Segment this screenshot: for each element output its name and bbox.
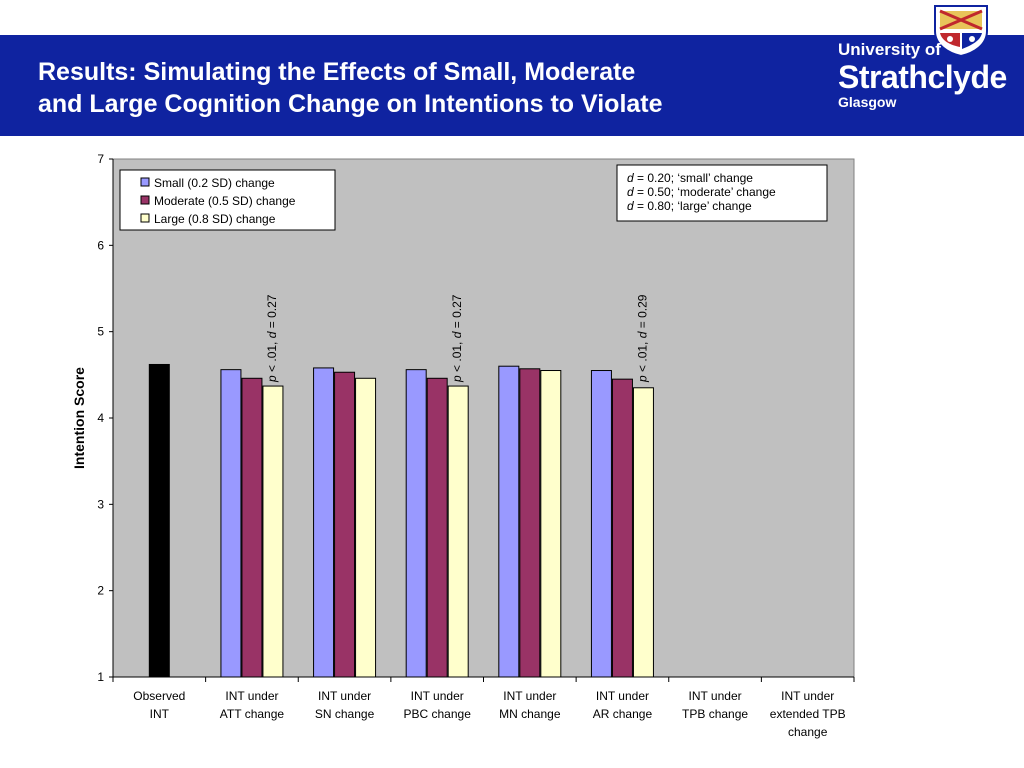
x-tick-label: INT under PBC change	[403, 689, 471, 721]
slide-title-line-2: and Large Cognition Change on Intentions…	[38, 90, 663, 118]
bar-series-2	[426, 377, 448, 678]
x-tick-label-line: extended TPB	[770, 707, 846, 721]
bar-series-1	[405, 369, 427, 678]
x-tick-label-line: INT under	[688, 689, 741, 703]
legend-label: Moderate (0.5 SD) change	[154, 194, 296, 208]
bar-series-1	[313, 367, 335, 678]
y-tick-label: 4	[97, 411, 104, 425]
university-logo: University of Strathclyde Glasgow	[838, 40, 1007, 110]
info-d: d	[627, 185, 634, 199]
info-box-line: d = 0.80; ‘large’ change	[627, 199, 752, 213]
info-d: d	[627, 171, 634, 185]
university-crest-icon	[934, 5, 988, 57]
x-tick-label-line: INT under	[781, 689, 834, 703]
slide-header: Results: Simulating the Effects of Small…	[0, 0, 1024, 140]
bar-series-3	[355, 377, 377, 678]
x-tick-label-line: change	[788, 725, 828, 739]
bar-series-3	[262, 385, 284, 678]
x-tick-label: INT under ATT change	[220, 689, 285, 721]
bar-observed-int	[148, 363, 170, 678]
annotation-p: p	[635, 375, 649, 383]
info-rest: = 0.50; ‘moderate’ change	[634, 185, 776, 199]
x-tick-label-line: PBC change	[403, 707, 471, 721]
significance-annotations: p < .01, d = 0.27p < .01, d = 0.27p < .0…	[265, 294, 650, 383]
y-tick-label: 1	[97, 670, 104, 684]
legend-box	[119, 169, 336, 231]
annotation-mid: < .01,	[450, 338, 464, 375]
annotation-mid: < .01,	[265, 338, 279, 375]
annotation-d: d	[265, 331, 279, 338]
annotation-value: = 0.29	[635, 294, 649, 331]
y-axis-title: Intention Score	[71, 367, 87, 469]
banner-rule	[0, 132, 1024, 136]
annotation-value: = 0.27	[265, 294, 279, 331]
bar-series-1	[590, 370, 612, 678]
x-tick-label-line: INT under	[596, 689, 649, 703]
bar-series-1	[498, 365, 520, 678]
x-tick-label-line: ATT change	[220, 707, 285, 721]
x-tick-label-line: Observed	[133, 689, 185, 703]
logo-line-glasgow: Glasgow	[838, 94, 897, 110]
x-tick-label-line: INT under	[411, 689, 464, 703]
bar-series-3	[540, 370, 562, 678]
annotation-d: d	[450, 331, 464, 338]
x-tick-label-line: TPB change	[682, 707, 748, 721]
bar-series-3	[447, 385, 469, 678]
bar-series-2	[519, 368, 541, 678]
info-rest: = 0.80; ‘large’ change	[634, 199, 752, 213]
annotation-d: d	[635, 331, 649, 338]
significance-label: p < .01, d = 0.27	[265, 294, 279, 383]
x-tick-label-line: AR change	[593, 707, 653, 721]
x-tick-label: Observed INT	[133, 689, 185, 721]
bar-series-2	[241, 377, 263, 678]
x-tick-label-line: MN change	[499, 707, 561, 721]
significance-label: p < .01, d = 0.29	[635, 294, 649, 383]
y-tick-label: 6	[97, 238, 104, 252]
x-tick-label-line: INT under	[503, 689, 556, 703]
logo-line-strathclyde: Strathclyde	[838, 59, 1007, 95]
x-tick-label: INT under SN change	[315, 689, 375, 721]
annotation-mid: < .01,	[635, 338, 649, 375]
bar-series-3	[632, 387, 654, 678]
info-d: d	[627, 199, 634, 213]
x-tick-label-line: INT under	[225, 689, 278, 703]
annotation-value: = 0.27	[450, 294, 464, 331]
significance-label: p < .01, d = 0.27	[450, 294, 464, 383]
bar-series-2	[334, 371, 356, 678]
slide-title-line-1: Results: Simulating the Effects of Small…	[38, 58, 636, 86]
x-tick-label: INT under TPB change	[682, 689, 748, 721]
logo-line-university-of: University of	[838, 40, 941, 59]
info-box-line: d = 0.20; ‘small’ change	[627, 171, 753, 185]
legend-label: Large (0.8 SD) change	[154, 212, 276, 226]
x-tick-label: INT under AR change	[593, 689, 653, 721]
legend-label: Small (0.2 SD) change	[154, 176, 275, 190]
bar-series-2	[611, 378, 633, 678]
x-tick-label-line: INT	[150, 707, 170, 721]
title-banner	[0, 35, 1024, 132]
x-tick-label: INT under extended TPB change	[770, 689, 846, 739]
bar-series-1	[220, 369, 242, 678]
y-tick-label: 5	[97, 325, 104, 339]
chart-legend: Small (0.2 SD) change Moderate (0.5 SD) c…	[119, 169, 336, 231]
x-tick-label-line: SN change	[315, 707, 375, 721]
annotation-p: p	[450, 375, 464, 383]
y-tick-label: 2	[97, 584, 104, 598]
info-box-line: d = 0.50; ‘moderate’ change	[627, 185, 776, 199]
legend-swatch	[140, 195, 150, 205]
bar-series	[148, 363, 654, 678]
legend-swatch	[140, 177, 150, 187]
y-tick-label: 7	[97, 152, 104, 166]
legend-swatch	[140, 213, 150, 223]
slide-title: Results: Simulating the Effects of Small…	[38, 56, 798, 120]
info-rest: = 0.20; ‘small’ change	[634, 171, 754, 185]
x-tick-label-line: INT under	[318, 689, 371, 703]
y-tick-label: 3	[97, 497, 104, 511]
annotation-p: p	[265, 375, 279, 383]
x-tick-label: INT under MN change	[499, 689, 561, 721]
info-box	[616, 164, 828, 222]
